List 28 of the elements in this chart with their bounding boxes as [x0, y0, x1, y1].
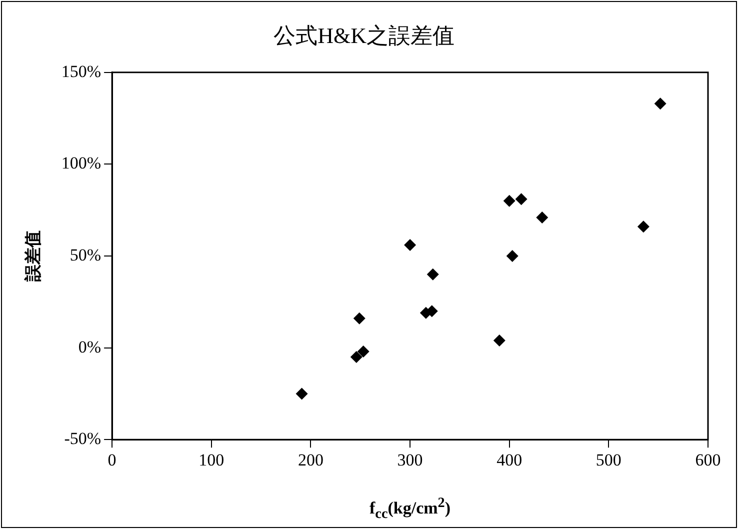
point	[536, 211, 548, 224]
point	[503, 194, 516, 207]
y-tick-label: 100%	[61, 154, 102, 173]
point	[350, 350, 362, 363]
x-tick-label: 100	[198, 450, 224, 470]
point	[515, 193, 528, 206]
y-tick-label: 0%	[78, 337, 102, 356]
chart-title: 公式H&K之誤差值	[274, 22, 454, 48]
point	[637, 220, 650, 233]
x-axis-title: f$_{cc}$(kg/cm$^{2}$)	[369, 495, 451, 524]
point	[404, 238, 416, 251]
x-tick-label: 500	[596, 450, 622, 470]
point	[506, 250, 518, 262]
x-tick-label: 600	[695, 450, 721, 470]
point	[357, 345, 370, 358]
y-tick-label: 150%	[61, 62, 102, 81]
x-tick-label: 0	[108, 450, 116, 470]
y-axis-title: 誤差值	[24, 230, 43, 282]
x-tick-label: 400	[496, 450, 522, 470]
point	[493, 334, 506, 346]
point	[353, 312, 366, 324]
x-tick-label: 200	[298, 450, 324, 470]
y-tick-label: 50%	[70, 245, 102, 264]
y-tick-label: -50%	[64, 429, 102, 448]
point	[426, 268, 439, 280]
point	[296, 388, 308, 400]
point	[654, 98, 666, 110]
x-tick-label: 300	[397, 450, 423, 470]
